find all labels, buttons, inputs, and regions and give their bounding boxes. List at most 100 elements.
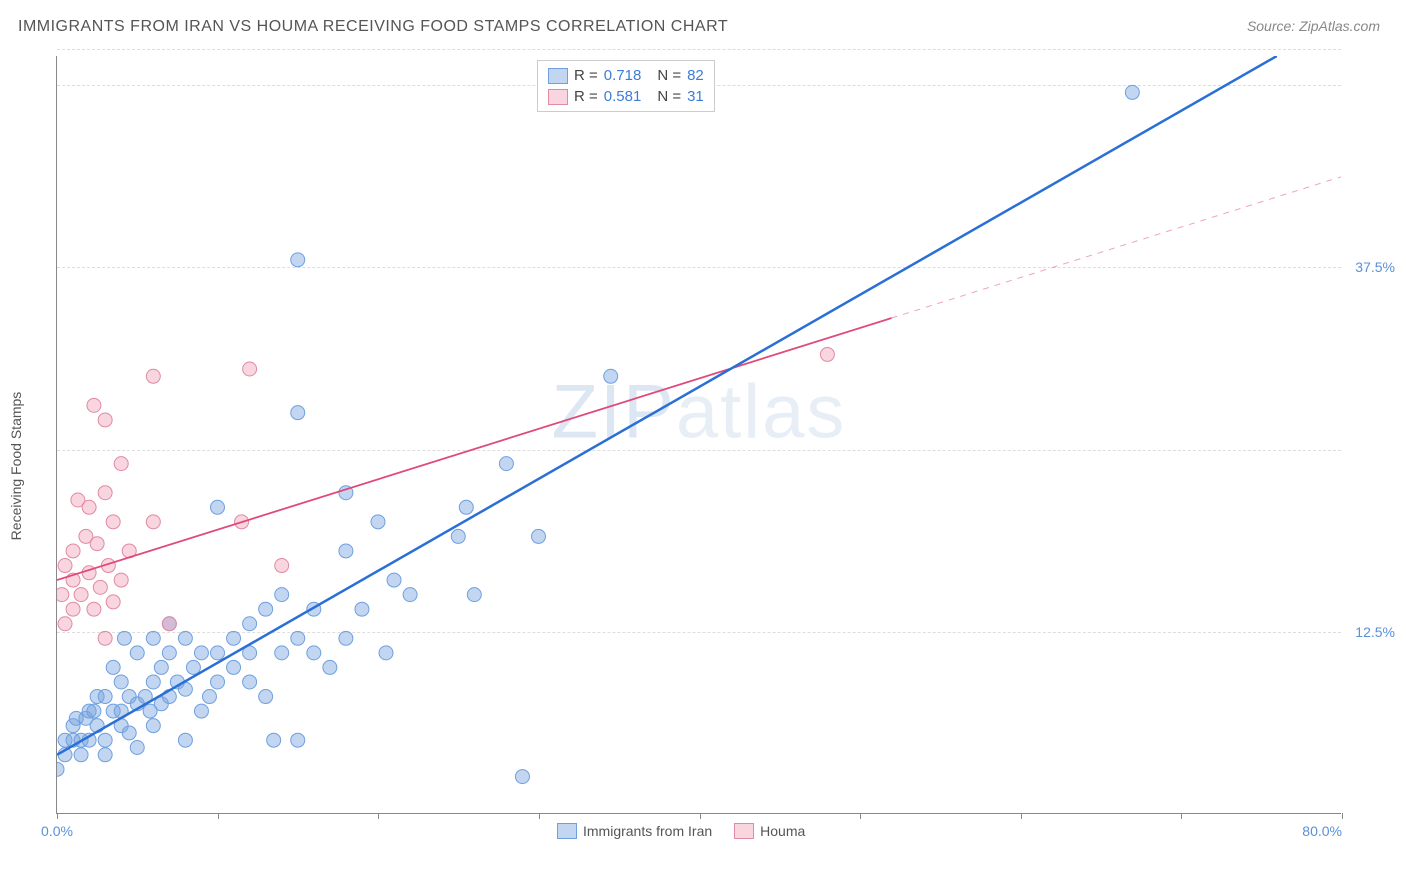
data-point: [114, 675, 128, 689]
data-point: [371, 515, 385, 529]
data-point: [98, 486, 112, 500]
data-point: [202, 690, 216, 704]
x-tick: [860, 813, 861, 819]
data-point: [93, 580, 107, 594]
data-point: [58, 617, 72, 631]
data-point: [291, 253, 305, 267]
data-point: [114, 573, 128, 587]
data-point: [74, 748, 88, 762]
r-label: R =: [574, 67, 598, 84]
data-point: [106, 595, 120, 609]
data-point: [291, 406, 305, 420]
data-point: [57, 762, 64, 776]
plot-area: ZIPatlas R = 0.718 N = 82 R = 0.581 N = …: [56, 56, 1341, 814]
data-point: [98, 748, 112, 762]
data-point: [403, 588, 417, 602]
data-point: [162, 617, 176, 631]
data-point: [243, 617, 257, 631]
data-point: [117, 631, 131, 645]
data-point: [1125, 85, 1139, 99]
data-point: [379, 646, 393, 660]
data-point: [146, 515, 160, 529]
data-point: [243, 362, 257, 376]
data-point: [275, 588, 289, 602]
data-point: [98, 631, 112, 645]
data-point: [162, 646, 176, 660]
data-point: [66, 544, 80, 558]
regression-line-iran: [57, 56, 1277, 755]
data-point: [451, 529, 465, 543]
chart-title: IMMIGRANTS FROM IRAN VS HOUMA RECEIVING …: [18, 18, 728, 36]
chart-svg: [57, 56, 1341, 813]
correlation-legend-row-2: R = 0.581 N = 31: [548, 86, 704, 107]
swatch-series-2: [734, 823, 754, 839]
data-point: [820, 347, 834, 361]
n-value-1: 82: [687, 67, 704, 84]
data-point: [259, 602, 273, 616]
data-point: [243, 675, 257, 689]
data-point: [87, 602, 101, 616]
swatch-series-2: [548, 89, 568, 105]
r-value-2: 0.581: [604, 88, 642, 105]
data-point: [259, 690, 273, 704]
data-point: [114, 457, 128, 471]
swatch-series-1: [557, 823, 577, 839]
data-point: [532, 529, 546, 543]
data-point: [122, 726, 136, 740]
data-point: [146, 631, 160, 645]
data-point: [604, 369, 618, 383]
data-point: [178, 631, 192, 645]
x-tick: [539, 813, 540, 819]
y-tick-label: 12.5%: [1355, 624, 1395, 640]
data-point: [323, 660, 337, 674]
data-point: [106, 660, 120, 674]
data-point: [355, 602, 369, 616]
data-point: [186, 660, 200, 674]
data-point: [499, 457, 513, 471]
data-point: [227, 660, 241, 674]
data-point: [275, 559, 289, 573]
legend-label-1: Immigrants from Iran: [583, 823, 712, 839]
data-point: [291, 733, 305, 747]
data-point: [178, 733, 192, 747]
data-point: [106, 515, 120, 529]
data-point: [98, 413, 112, 427]
r-label: R =: [574, 88, 598, 105]
data-point: [98, 690, 112, 704]
data-point: [339, 544, 353, 558]
swatch-series-1: [548, 68, 568, 84]
x-tick: [1342, 813, 1343, 819]
source-attribution: Source: ZipAtlas.com: [1247, 18, 1380, 34]
data-point: [515, 770, 529, 784]
data-point: [339, 631, 353, 645]
data-point: [146, 719, 160, 733]
x-tick: [1181, 813, 1182, 819]
data-point: [459, 500, 473, 514]
n-label: N =: [657, 88, 681, 105]
legend-label-2: Houma: [760, 823, 805, 839]
data-point: [57, 588, 69, 602]
data-point: [194, 704, 208, 718]
data-point: [291, 631, 305, 645]
y-tick-label: 37.5%: [1355, 259, 1395, 275]
data-point: [211, 646, 225, 660]
legend-item-2: Houma: [734, 823, 805, 839]
data-point: [66, 602, 80, 616]
x-tick: [700, 813, 701, 819]
data-point: [90, 537, 104, 551]
regression-line-houma-extrapolated: [892, 177, 1341, 318]
regression-line-houma: [57, 318, 892, 580]
data-point: [211, 675, 225, 689]
data-point: [98, 733, 112, 747]
data-point: [211, 500, 225, 514]
x-tick: [218, 813, 219, 819]
data-point: [82, 500, 96, 514]
data-point: [130, 646, 144, 660]
data-point: [267, 733, 281, 747]
data-point: [130, 740, 144, 754]
legend-item-1: Immigrants from Iran: [557, 823, 712, 839]
y-axis-label: Receiving Food Stamps: [8, 392, 24, 541]
x-tick: [57, 813, 58, 819]
data-point: [387, 573, 401, 587]
source-label: Source:: [1247, 18, 1299, 34]
